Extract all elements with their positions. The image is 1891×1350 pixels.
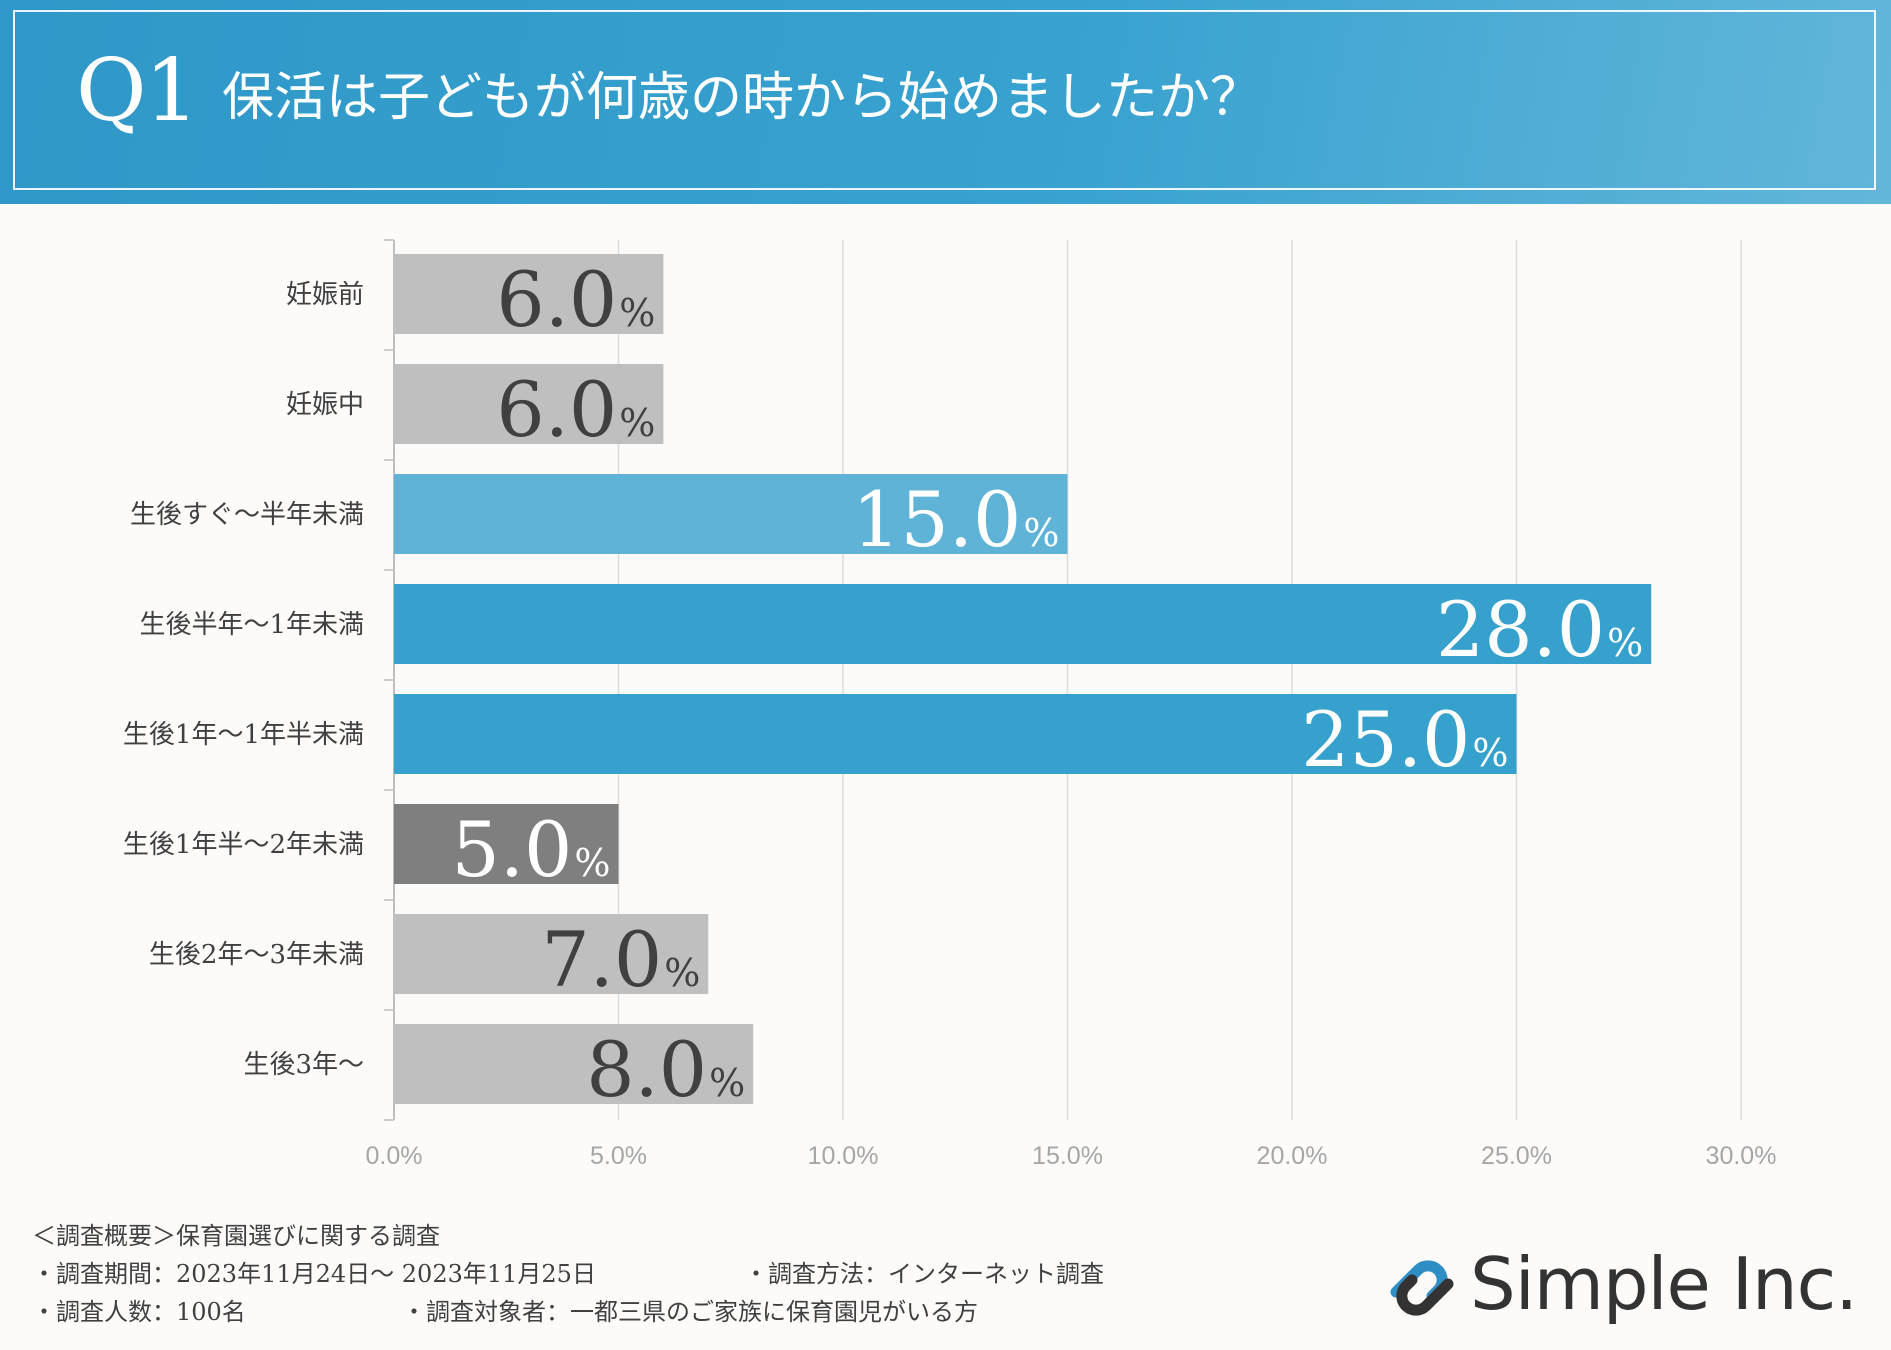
bar-chart: 妊娠前妊娠中生後すぐ～半年未満生後半年～1年未満生後1年～1年半未満生後1年半～…: [123, 239, 1777, 1170]
category-label: 生後1年半～2年未満: [123, 830, 364, 860]
value-label: 6.0%: [496, 255, 655, 344]
value-suffix: %: [709, 1061, 745, 1105]
question-title: 保活は子どもが何歳の時から始めましたか？: [222, 68, 1263, 128]
survey-period: ・調査期間：2023年11月24日～ 2023年11月25日: [32, 1260, 596, 1288]
value-label: 6.0%: [496, 365, 655, 454]
company-logo: Simple Inc.: [1382, 1248, 1862, 1328]
category-label: 妊娠中: [286, 390, 364, 420]
value-label: 15.0%: [852, 475, 1059, 564]
value-label: 28.0%: [1436, 585, 1643, 674]
value-suffix: %: [574, 841, 610, 885]
logo-text: Simple Inc.: [1470, 1242, 1858, 1326]
value-suffix: %: [619, 401, 655, 445]
category-label: 生後3年～: [243, 1050, 364, 1080]
bar: [394, 804, 619, 884]
value-number: 7.0: [541, 915, 662, 1004]
value-suffix: %: [664, 951, 700, 995]
x-tick-labels: 0.0% 5.0% 10.0% 15.0% 20.0% 25.0% 30.0%: [366, 1142, 1777, 1170]
value-suffix: %: [1472, 731, 1508, 775]
value-suffix: %: [619, 291, 655, 335]
gridlines: [617, 240, 1742, 1120]
header-frame: [13, 10, 1876, 190]
x-tick-label: 30.0%: [1706, 1142, 1777, 1170]
value-label: 8.0%: [586, 1025, 745, 1114]
value-number: 25.0: [1301, 695, 1470, 784]
survey-method: ・調査方法：インターネット調査: [744, 1260, 1104, 1288]
x-tick-label: 25.0%: [1481, 1142, 1552, 1170]
bar: [394, 694, 1517, 774]
value-label: 25.0%: [1301, 695, 1508, 784]
survey-target: ・調査対象者：一都三県のご家族に保育園児がいる方: [402, 1298, 978, 1326]
category-label: 生後2年～3年未満: [149, 940, 364, 970]
x-tick-label: 10.0%: [808, 1142, 879, 1170]
bar: [394, 1024, 754, 1104]
bar: [394, 254, 664, 334]
x-tick-label: 5.0%: [590, 1142, 647, 1170]
value-number: 15.0: [852, 475, 1021, 564]
category-label: 生後半年～1年未満: [139, 610, 364, 640]
survey-overview: ＜調査概要＞保育園選びに関する調査: [32, 1222, 440, 1250]
value-number: 6.0: [496, 255, 617, 344]
bar: [394, 364, 664, 444]
survey-respondents: ・調査人数：100名: [32, 1298, 246, 1326]
value-number: 6.0: [496, 365, 617, 454]
category-label: 生後1年～1年半未満: [123, 720, 364, 750]
value-number: 8.0: [586, 1025, 707, 1114]
x-tick-label: 20.0%: [1257, 1142, 1328, 1170]
bar: [394, 474, 1068, 554]
bar: [394, 914, 709, 994]
category-label: 妊娠前: [286, 280, 364, 310]
value-suffix: %: [1023, 511, 1059, 555]
value-number: 28.0: [1436, 585, 1605, 674]
bar: [394, 584, 1652, 664]
category-axis: [384, 239, 395, 1121]
value-labels: 6.0%6.0%15.0%28.0%25.0%5.0%7.0%8.0%: [452, 255, 1644, 1114]
header-banner: Q1 保活は子どもが何歳の時から始めましたか？: [0, 0, 1891, 204]
category-label: 生後すぐ～半年未満: [130, 500, 364, 530]
x-tick-label: 0.0%: [366, 1142, 423, 1170]
x-tick-label: 15.0%: [1032, 1142, 1103, 1170]
value-label: 5.0%: [452, 805, 611, 894]
value-suffix: %: [1607, 621, 1643, 665]
value-number: 5.0: [452, 805, 573, 894]
category-labels: 妊娠前妊娠中生後すぐ～半年未満生後半年～1年未満生後1年～1年半未満生後1年半～…: [123, 280, 364, 1080]
bars: [394, 254, 1652, 1104]
chain-link-logo-icon: [1390, 1260, 1454, 1316]
question-number: Q1: [76, 41, 199, 141]
value-label: 7.0%: [541, 915, 700, 1004]
